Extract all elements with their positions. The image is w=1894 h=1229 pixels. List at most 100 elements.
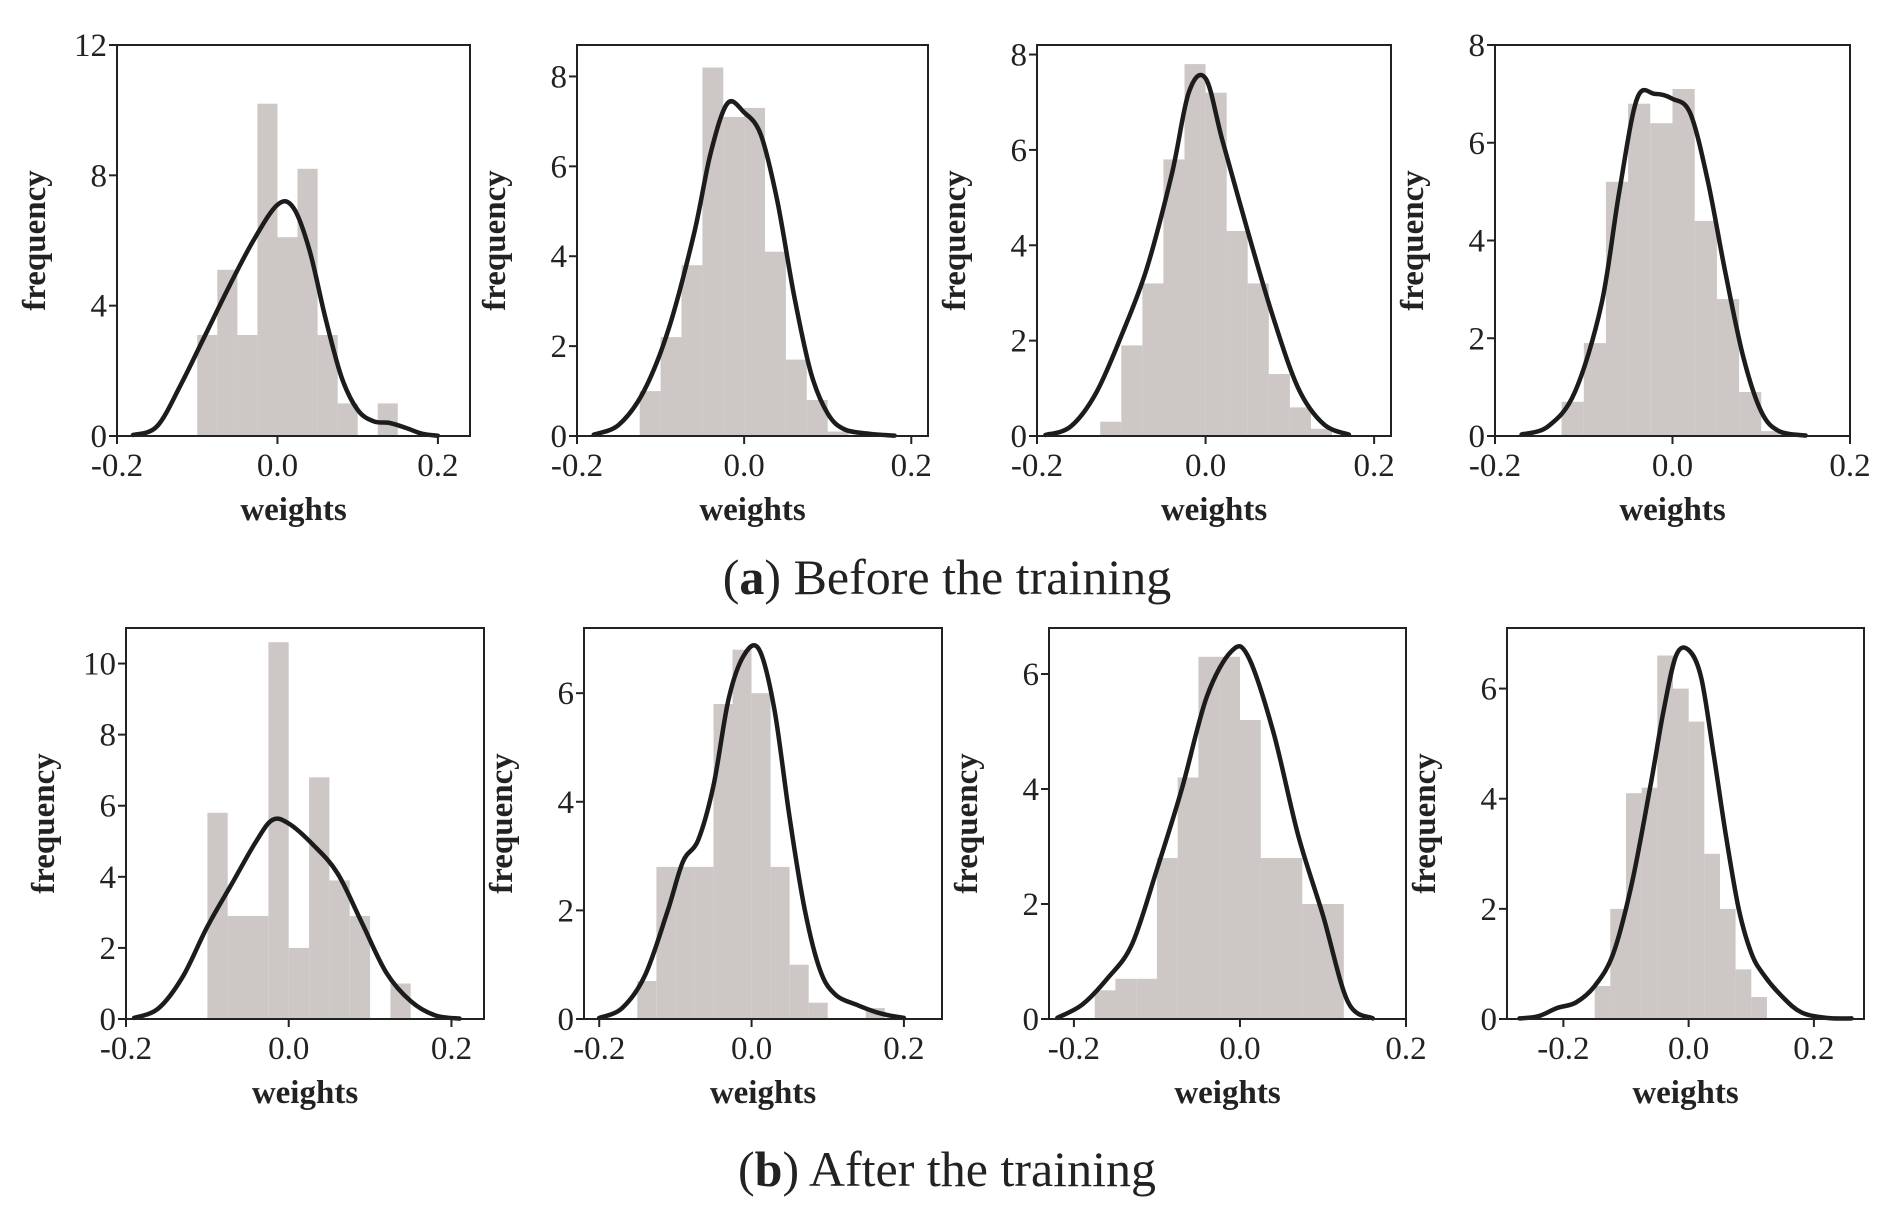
histogram-bar xyxy=(1719,908,1736,1019)
y-tick-label: 12 xyxy=(74,28,107,64)
x-axis-label: weights xyxy=(1619,492,1725,528)
x-tick-label: 0.0 xyxy=(268,1031,309,1067)
histogram-bar xyxy=(1260,858,1282,1019)
histogram-bar xyxy=(1594,986,1611,1019)
y-tick-label: 2 xyxy=(551,329,568,365)
histogram-bar xyxy=(1310,428,1332,436)
y-tick-label: 6 xyxy=(551,149,568,185)
histogram-bar xyxy=(1761,431,1784,436)
kde-curve xyxy=(1055,644,1376,1021)
histogram-bar xyxy=(827,431,849,436)
y-axis-label: frequency xyxy=(1395,170,1431,311)
caption-letter-b: b xyxy=(754,1141,783,1197)
y-axis-label: frequency xyxy=(484,753,520,894)
histogram-bar xyxy=(765,251,786,436)
x-axis-label: weights xyxy=(699,492,805,528)
histogram-bar xyxy=(248,915,269,1019)
x-tick-label: 0.0 xyxy=(1668,1031,1709,1067)
x-tick-label: 0.2 xyxy=(1793,1031,1834,1067)
y-tick-label: 4 xyxy=(1023,772,1040,808)
histogram-bar xyxy=(675,866,695,1019)
histogram-bar xyxy=(808,1002,828,1019)
plot-frame xyxy=(1036,44,1392,437)
y-tick-label: 2 xyxy=(1481,892,1498,928)
x-tick-label: 0.0 xyxy=(1185,448,1226,484)
y-tick-label: 0 xyxy=(558,1002,575,1038)
y-tick-label: 6 xyxy=(1023,657,1040,693)
kde-curve xyxy=(130,199,441,438)
y-tick-label: 8 xyxy=(551,59,568,95)
x-tick-label: -0.2 xyxy=(1469,448,1521,484)
x-tick-label: 0.0 xyxy=(731,1031,772,1067)
histogram-bar xyxy=(1240,720,1261,1019)
kde-curve xyxy=(596,643,907,1021)
histogram-bar xyxy=(789,964,809,1019)
y-tick-label: 2 xyxy=(1469,321,1486,357)
y-tick-label: 2 xyxy=(100,931,117,967)
histogram-bar xyxy=(257,103,278,436)
histogram-bar xyxy=(1121,345,1143,436)
y-tick-label: 0 xyxy=(1481,1002,1498,1038)
histogram-bar xyxy=(197,335,218,436)
plot-frame xyxy=(583,627,943,1020)
x-axis-label: weights xyxy=(710,1075,816,1111)
x-tick-label: 0.0 xyxy=(257,448,298,484)
histogram-bar xyxy=(1247,283,1269,436)
x-axis-label: weights xyxy=(1161,492,1267,528)
histogram-bar xyxy=(637,981,657,1019)
histogram-bar xyxy=(1115,978,1137,1020)
histogram-bar xyxy=(770,866,790,1019)
plot-frame xyxy=(576,44,929,437)
y-tick-label: 6 xyxy=(1469,126,1486,162)
y-tick-label: 6 xyxy=(1481,672,1498,708)
y-axis-label: frequency xyxy=(26,753,62,894)
subplot-a-2: -0.2 0.0 0.2 0 2 4 6 8 weights frequency xyxy=(477,44,932,528)
x-tick-label: -0.2 xyxy=(91,448,143,484)
x-tick-label: 0.2 xyxy=(883,1031,924,1067)
histogram-bar xyxy=(785,359,807,436)
histogram-bar xyxy=(217,269,238,436)
x-axis-label: weights xyxy=(252,1075,358,1111)
y-tick-label: 0 xyxy=(91,419,108,455)
x-tick-label: 0.0 xyxy=(1652,448,1693,484)
y-tick-label: 4 xyxy=(558,785,575,821)
x-tick-label: 0.2 xyxy=(1829,448,1870,484)
x-tick-label: 0.0 xyxy=(724,448,765,484)
plot-frame xyxy=(125,627,485,1020)
x-tick-label: -0.2 xyxy=(100,1031,152,1067)
histogram-bar xyxy=(1610,908,1626,1019)
histogram-bar xyxy=(237,335,258,436)
histogram-bar xyxy=(1628,103,1651,436)
plot-frame xyxy=(1048,627,1407,1020)
y-tick-label: 0 xyxy=(1469,419,1486,455)
histogram-bar xyxy=(744,107,765,437)
histogram-bar xyxy=(1100,421,1122,436)
histogram-bar xyxy=(227,915,248,1019)
kde-curve xyxy=(1517,645,1854,1021)
histogram-bar xyxy=(1650,123,1673,436)
x-tick-label: 0.2 xyxy=(891,448,932,484)
histogram-bar xyxy=(297,168,318,437)
y-tick-label: 0 xyxy=(1011,419,1028,455)
histogram-bar xyxy=(1672,89,1695,436)
y-axis-label: frequency xyxy=(949,753,985,894)
kde-curve xyxy=(1519,87,1808,438)
x-tick-label: -0.2 xyxy=(1537,1031,1589,1067)
y-tick-label: 4 xyxy=(91,289,108,325)
subplot-b-3: -0.2 0.0 0.2 0 2 4 6 weights frequency xyxy=(949,627,1427,1111)
y-axis-label: frequency xyxy=(937,170,973,311)
histogram-bar xyxy=(1156,858,1178,1019)
x-axis-label: weights xyxy=(240,492,346,528)
y-tick-label: 4 xyxy=(1481,782,1498,818)
histogram-bar xyxy=(377,403,398,436)
histogram-bar xyxy=(1205,92,1227,436)
x-tick-label: 0.0 xyxy=(1219,1031,1260,1067)
x-tick-label: -0.2 xyxy=(551,448,603,484)
x-tick-label: -0.2 xyxy=(1011,448,1063,484)
histogram-bar xyxy=(1094,990,1116,1020)
histogram-bar xyxy=(1694,220,1717,436)
histogram-bar xyxy=(1136,978,1157,1020)
histogram-bar xyxy=(1735,969,1752,1019)
subplot-a-3: -0.2 0.0 0.2 0 2 4 6 8 weights frequency xyxy=(937,38,1395,528)
y-axis-label: frequency xyxy=(477,170,513,311)
